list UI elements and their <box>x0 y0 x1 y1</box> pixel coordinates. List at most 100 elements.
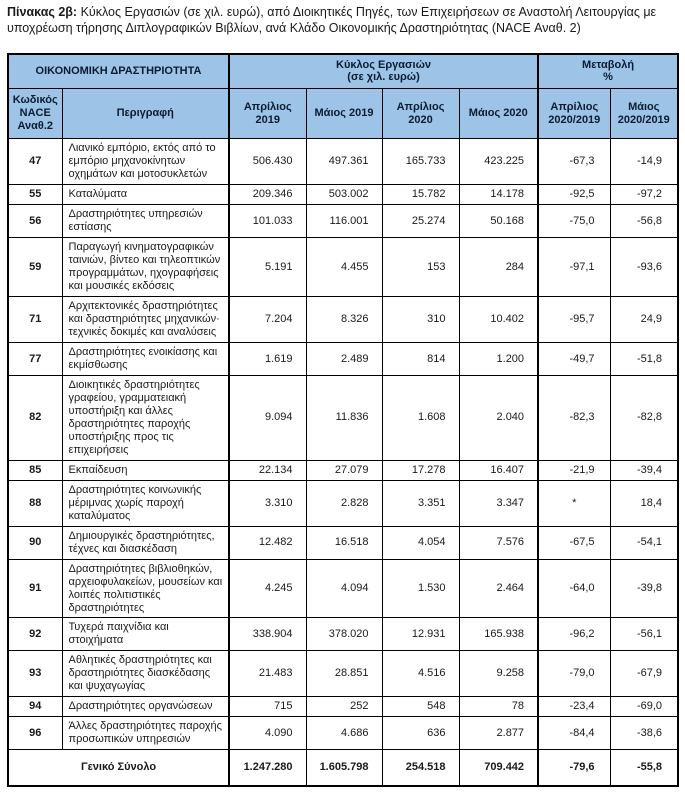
nace-code-cell: 88 <box>7 479 63 527</box>
header-economic-activity: ΟΙΚΟΝΟΜΙΚΗ ΔΡΑΣΤΗΡΙΟΤΗΤΑ <box>7 52 230 90</box>
turnover-value-cell: 636 <box>381 716 460 751</box>
turnover-value-cell: 1.619 <box>228 342 307 376</box>
nace-code-cell: 71 <box>7 296 63 344</box>
table-row: 94 Δραστηριότητες οργανώσεων 715 252 548 78 -2… <box>7 696 679 718</box>
description-cell: Αρχιτεκτονικές δραστηριότητες και δραστη… <box>61 296 230 344</box>
turnover-value-cell: 9.094 <box>228 374 307 461</box>
header-turnover-group: Κύκλος Εργασιών (σε χιλ. ευρώ) <box>227 52 539 90</box>
change-value-cell: 24,9 <box>609 296 679 344</box>
turnover-value-cell: 209.346 <box>228 184 307 206</box>
turnover-value-cell: 50.168 <box>458 204 539 239</box>
turnover-value-cell: 153 <box>381 237 460 298</box>
header-april-2019: Απρίλιος 2019 <box>228 88 307 140</box>
description-cell: Καταλύματα <box>61 184 230 206</box>
table-row: 47 Λιανικό εμπόριο, εκτός από το εμπόριο … <box>7 138 679 186</box>
turnover-value-cell: 252 <box>305 696 383 718</box>
turnover-value-cell: 4.686 <box>305 716 383 751</box>
table-row: 93 Αθλητικές δραστηριότητες και δραστηριό… <box>7 650 679 698</box>
turnover-value-cell: 25.274 <box>381 204 460 239</box>
turnover-value-cell: 12.482 <box>228 525 307 560</box>
turnover-value-cell: 423.225 <box>458 138 539 186</box>
turnover-value-cell: 17.278 <box>381 459 460 481</box>
description-cell: Παραγωγή κινηματογραφικών ταινιών, βίντε… <box>61 237 230 298</box>
description-cell: Διοικητικές δραστηριότητες γραφείου, γρα… <box>61 374 230 461</box>
description-cell: Δραστηριότητες ενοικίασης και εκμίσθωσης <box>61 342 230 376</box>
table-row: 55 Καταλύματα 209.346 503.002 15.782 14.178 -9… <box>7 184 679 206</box>
change-value-cell: -84,4 <box>537 716 611 751</box>
change-value-cell: -51,8 <box>609 342 679 376</box>
turnover-value-cell: 715 <box>228 696 307 718</box>
grand-total-value-cell: 1.605.798 <box>305 749 383 787</box>
nace-code-cell: 90 <box>7 525 63 560</box>
turnover-value-cell: 4.094 <box>305 558 383 619</box>
turnover-value-cell: 284 <box>458 237 539 298</box>
header-may-2020: Μάιος 2020 <box>458 88 539 140</box>
header-may-2019: Μάιος 2019 <box>305 88 383 140</box>
turnover-value-cell: 2.877 <box>458 716 539 751</box>
grand-total-value-cell: 1.247.280 <box>228 749 307 787</box>
turnover-value-cell: 310 <box>381 296 460 344</box>
turnover-value-cell: 1.200 <box>458 342 539 376</box>
nace-code-cell: 82 <box>7 374 63 461</box>
change-value-cell: -95,7 <box>537 296 611 344</box>
change-value-cell: -93,6 <box>609 237 679 298</box>
turnover-value-cell: 21.483 <box>228 650 307 698</box>
turnover-value-cell: 5.191 <box>228 237 307 298</box>
turnover-value-cell: 8.326 <box>305 296 383 344</box>
table-header: ΟΙΚΟΝΟΜΙΚΗ ΔΡΑΣΤΗΡΙΟΤΗΤΑ Κύκλος Εργασιών… <box>7 52 679 140</box>
description-cell: Αθλητικές δραστηριότητες και δραστηριότη… <box>61 650 230 698</box>
description-cell: Δραστηριότητες βιβλιοθηκών, αρχειοφυλακε… <box>61 558 230 619</box>
change-value-cell: -23,4 <box>537 696 611 718</box>
turnover-value-cell: 28.851 <box>305 650 383 698</box>
group-header-row: ΟΙΚΟΝΟΜΙΚΗ ΔΡΑΣΤΗΡΙΟΤΗΤΑ Κύκλος Εργασιών… <box>7 52 679 90</box>
turnover-value-cell: 2.040 <box>458 374 539 461</box>
turnover-value-cell: 16.518 <box>305 525 383 560</box>
turnover-value-cell: 7.576 <box>458 525 539 560</box>
change-value-cell: -56,1 <box>609 617 679 652</box>
grand-total-change-cell: -79,6 <box>537 749 611 787</box>
turnover-value-cell: 9.258 <box>458 650 539 698</box>
change-value-cell: -21,9 <box>537 459 611 481</box>
nace-code-cell: 91 <box>7 558 63 619</box>
turnover-value-cell: 4.245 <box>228 558 307 619</box>
turnover-value-cell: 4.090 <box>228 716 307 751</box>
change-value-cell: -67,9 <box>609 650 679 698</box>
description-cell: Λιανικό εμπόριο, εκτός από το εμπόριο μη… <box>61 138 230 186</box>
turnover-value-cell: 27.079 <box>305 459 383 481</box>
table-row: 59 Παραγωγή κινηματογραφικών ταινιών, βίν… <box>7 237 679 298</box>
turnover-value-cell: 4.054 <box>381 525 460 560</box>
column-header-row: Κωδικός NACE Αναθ.2 Περιγραφή Απρίλιος 2… <box>7 88 679 140</box>
change-value-cell: -14,9 <box>609 138 679 186</box>
change-value-cell: 18,4 <box>609 479 679 527</box>
header-change-april: Απρίλιος 2020/2019 <box>537 88 611 140</box>
turnover-value-cell: 3.347 <box>458 479 539 527</box>
turnover-value-cell: 1.608 <box>381 374 460 461</box>
turnover-value-cell: 338.904 <box>228 617 307 652</box>
change-value-cell: -92,5 <box>537 184 611 206</box>
turnover-value-cell: 1.530 <box>381 558 460 619</box>
grand-total-label: Γενικό Σύνολο <box>7 749 230 787</box>
nace-code-cell: 92 <box>7 617 63 652</box>
turnover-value-cell: 2.828 <box>305 479 383 527</box>
nace-code-cell: 94 <box>7 696 63 718</box>
change-value-cell: -38,6 <box>609 716 679 751</box>
description-cell: Δημιουργικές δραστηριότητες, τέχνες και … <box>61 525 230 560</box>
turnover-value-cell: 548 <box>381 696 460 718</box>
nace-code-cell: 96 <box>7 716 63 751</box>
header-description: Περιγραφή <box>61 88 230 140</box>
nace-code-cell: 93 <box>7 650 63 698</box>
description-cell: Άλλες δραστηριότητες παροχής προσωπικών … <box>61 716 230 751</box>
grand-total-change-cell: -55,8 <box>609 749 679 787</box>
grand-total-value-cell: 254.518 <box>381 749 460 787</box>
grand-total-row: Γενικό Σύνολο 1.247.280 1.605.798 254.518 70… <box>7 749 679 787</box>
nace-code-cell: 55 <box>7 184 63 206</box>
turnover-value-cell: 4.455 <box>305 237 383 298</box>
turnover-value-cell: 814 <box>381 342 460 376</box>
table-title: Πίνακας 2β: Κύκλος Εργασιών (σε χιλ. ευρ… <box>7 4 675 37</box>
change-value-cell: -75,0 <box>537 204 611 239</box>
table-row: 90 Δημιουργικές δραστηριότητες, τέχνες κα… <box>7 525 679 560</box>
table-row: 82 Διοικητικές δραστηριότητες γραφείου, γ… <box>7 374 679 461</box>
turnover-value-cell: 22.134 <box>228 459 307 481</box>
turnover-value-cell: 16.407 <box>458 459 539 481</box>
